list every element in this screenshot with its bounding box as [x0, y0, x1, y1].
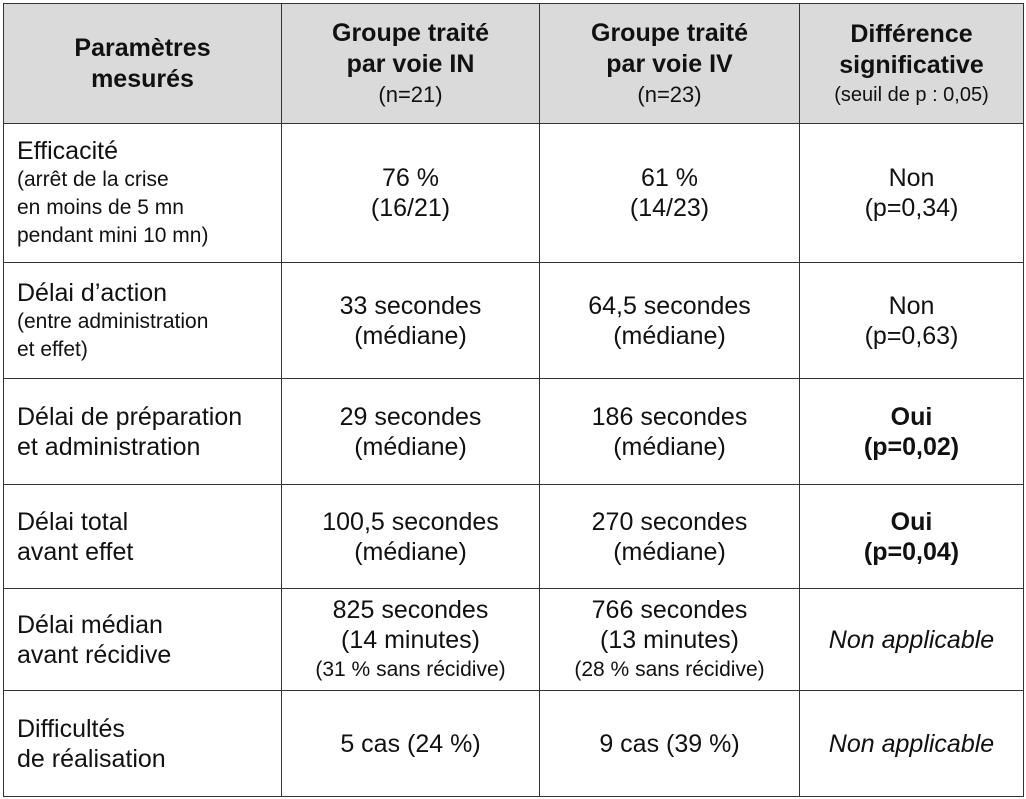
cell-group-iv: 64,5 secondes (médiane) — [539, 262, 800, 379]
parameter-label: Efficacité — [17, 137, 118, 165]
group-in-value: (médiane) — [354, 537, 467, 566]
significance-value: Oui — [890, 507, 933, 536]
significance-value: Non — [888, 164, 935, 192]
table-row: Délai de préparation et administration 29 … — [3, 378, 1024, 485]
parameter-label: Délai de préparation — [17, 402, 243, 431]
cell-group-in: 100,5 secondes (médiane) — [281, 484, 540, 589]
cell-group-in: 33 secondes (médiane) — [281, 262, 540, 379]
group-iv-note: (28 % sans récidive) — [574, 657, 765, 681]
group-iv-value: 9 cas (39 %) — [599, 729, 740, 758]
cell-group-in: 5 cas (24 %) — [281, 690, 540, 797]
cell-group-iv: 270 secondes (médiane) — [539, 484, 800, 589]
significance-value: (p=0,04) — [863, 537, 960, 566]
group-in-value: (médiane) — [354, 321, 467, 350]
cell-significance: Oui (p=0,04) — [799, 484, 1024, 589]
parameter-label: de réalisation — [17, 744, 166, 773]
parameter-detail: (entre administration — [17, 309, 209, 333]
table-row: Efficacité (arrêt de la crise en moins de … — [3, 123, 1024, 263]
table-row: Difficultés de réalisation 5 cas (24 %) 9 c… — [3, 690, 1024, 797]
table-row: Délai d’action (entre administration et ef… — [3, 262, 1024, 379]
cell-group-iv: 9 cas (39 %) — [539, 690, 800, 797]
table-row: Délai médian avant récidive 825 secondes (1… — [3, 588, 1024, 691]
header-difference-line: significative — [839, 50, 984, 79]
significance-value: (p=0,34) — [864, 194, 959, 222]
header-difference: Différence significative (seuil de p : 0… — [799, 3, 1024, 124]
header-group-in-line: par voie IN — [346, 49, 475, 78]
group-in-value: (médiane) — [354, 432, 467, 461]
parameter-label: avant effet — [17, 537, 134, 566]
header-group-iv-count: (n=23) — [637, 81, 702, 107]
cell-group-iv: 61 % (14/23) — [539, 123, 800, 263]
significance-value: Non applicable — [828, 729, 995, 758]
cell-significance: Oui (p=0,02) — [799, 378, 1024, 485]
group-iv-value: 270 secondes — [591, 507, 748, 536]
group-iv-value: (médiane) — [613, 537, 726, 566]
parameter-label: avant récidive — [17, 640, 172, 669]
header-parameters-line: Paramètres — [74, 33, 211, 62]
header-row: Paramètres mesurés Groupe traité par voi… — [3, 3, 1024, 124]
significance-value: (p=0,63) — [864, 321, 959, 350]
parameter-label: et administration — [17, 432, 201, 461]
cell-significance: Non applicable — [799, 588, 1024, 691]
group-in-value: 825 secondes — [332, 595, 489, 624]
header-difference-threshold: (seuil de p : 0,05) — [834, 83, 989, 106]
cell-parameter: Délai total avant effet — [3, 484, 282, 589]
group-in-value: 100,5 secondes — [322, 507, 499, 536]
group-in-value: (14 minutes) — [341, 625, 480, 654]
header-group-in: Groupe traité par voie IN (n=21) — [281, 3, 540, 124]
cell-parameter: Difficultés de réalisation — [3, 690, 282, 797]
group-in-value: 33 secondes — [339, 291, 482, 320]
group-iv-value: (médiane) — [613, 432, 726, 461]
header-group-in-count: (n=21) — [378, 81, 443, 107]
cell-parameter: Efficacité (arrêt de la crise en moins de … — [3, 123, 282, 263]
parameter-label: Délai total — [17, 507, 129, 536]
significance-value: Non applicable — [828, 625, 995, 654]
table-row: Délai total avant effet 100,5 secondes (méd… — [3, 484, 1024, 589]
parameter-detail: (arrêt de la crise — [17, 168, 169, 191]
cell-significance: Non (p=0,63) — [799, 262, 1024, 379]
header-group-iv-line: par voie IV — [606, 49, 733, 78]
cell-group-iv: 186 secondes (médiane) — [539, 378, 800, 485]
group-iv-value: (14/23) — [629, 194, 710, 222]
group-iv-value: 64,5 secondes — [588, 291, 751, 320]
cell-group-in: 825 secondes (14 minutes) (31 % sans récid… — [281, 588, 540, 691]
cell-significance: Non (p=0,34) — [799, 123, 1024, 263]
group-iv-value: (médiane) — [613, 321, 726, 350]
results-table: Paramètres mesurés Groupe traité par voi… — [3, 3, 1024, 797]
parameter-label: Difficultés — [17, 714, 125, 743]
significance-value: Non — [888, 291, 935, 320]
header-group-in-line: Groupe traité — [332, 18, 489, 47]
header-difference-line: Différence — [850, 19, 973, 48]
header-parameters-line: mesurés — [91, 64, 194, 93]
group-in-value: 76 % — [382, 164, 439, 192]
parameter-label: Délai d’action — [17, 278, 168, 307]
parameter-detail: en moins de 5 mn — [17, 196, 184, 219]
cell-group-in: 76 % (16/21) — [281, 123, 540, 263]
group-in-value: 5 cas (24 %) — [340, 729, 481, 758]
parameter-label: Délai médian — [17, 610, 163, 639]
cell-parameter: Délai d’action (entre administration et ef… — [3, 262, 282, 379]
significance-value: Oui — [890, 402, 933, 431]
cell-parameter: Délai médian avant récidive — [3, 588, 282, 691]
group-iv-value: 766 secondes — [591, 595, 748, 624]
group-iv-value: (13 minutes) — [600, 625, 739, 654]
cell-group-iv: 766 secondes (13 minutes) (28 % sans récid… — [539, 588, 800, 691]
header-parameters: Paramètres mesurés — [3, 3, 282, 124]
group-iv-value: 61 % — [641, 164, 698, 192]
header-group-iv-line: Groupe traité — [591, 18, 748, 47]
header-group-iv: Groupe traité par voie IV (n=23) — [539, 3, 800, 124]
parameter-detail: et effet) — [17, 337, 88, 361]
cell-group-in: 29 secondes (médiane) — [281, 378, 540, 485]
cell-parameter: Délai de préparation et administration — [3, 378, 282, 485]
group-in-note: (31 % sans récidive) — [315, 657, 506, 681]
group-in-value: 29 secondes — [339, 402, 482, 431]
cell-significance: Non applicable — [799, 690, 1024, 797]
group-in-value: (16/21) — [370, 194, 451, 222]
parameter-detail: pendant mini 10 mn) — [17, 224, 209, 247]
significance-value: (p=0,02) — [863, 432, 960, 461]
table-body: Efficacité (arrêt de la crise en moins de … — [3, 123, 1024, 797]
group-iv-value: 186 secondes — [591, 402, 748, 431]
